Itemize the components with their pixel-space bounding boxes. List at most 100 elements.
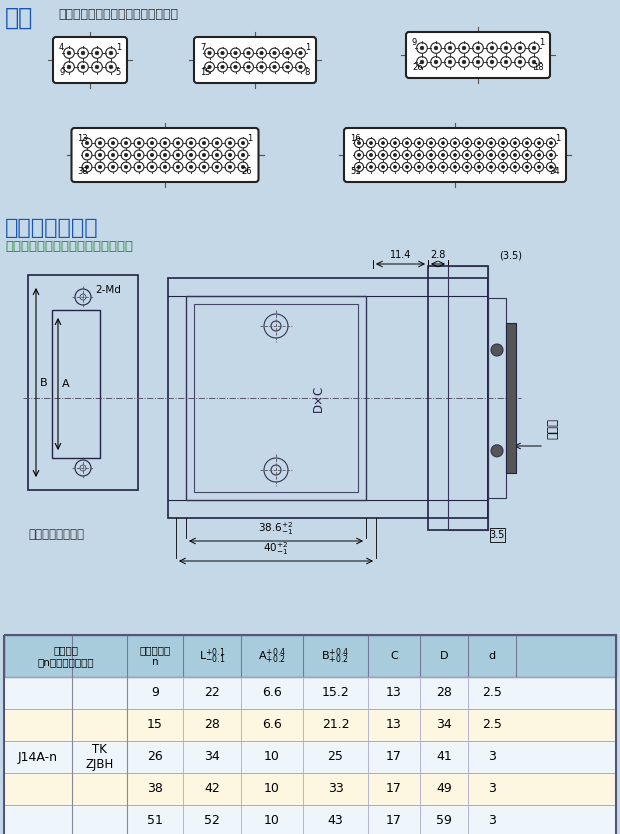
Circle shape xyxy=(208,52,211,55)
Circle shape xyxy=(355,150,363,159)
Circle shape xyxy=(498,150,508,159)
Circle shape xyxy=(86,165,89,168)
Text: 外形及安装尺寸: 外形及安装尺寸 xyxy=(5,218,99,238)
Circle shape xyxy=(82,162,92,172)
Circle shape xyxy=(466,165,469,168)
Circle shape xyxy=(489,165,492,168)
Circle shape xyxy=(270,62,280,72)
Circle shape xyxy=(441,142,445,144)
Circle shape xyxy=(238,150,248,160)
Circle shape xyxy=(534,150,544,159)
Circle shape xyxy=(355,138,363,148)
Circle shape xyxy=(78,62,88,73)
Circle shape xyxy=(86,141,89,144)
Circle shape xyxy=(358,142,361,144)
Text: D×C: D×C xyxy=(311,384,324,412)
Circle shape xyxy=(463,163,472,172)
Circle shape xyxy=(504,60,508,64)
Circle shape xyxy=(109,65,113,69)
Circle shape xyxy=(487,163,495,172)
Circle shape xyxy=(491,344,503,356)
Text: 7: 7 xyxy=(200,43,205,52)
Text: 1: 1 xyxy=(305,43,310,52)
Text: 51: 51 xyxy=(350,167,360,176)
Circle shape xyxy=(218,48,228,58)
Circle shape xyxy=(247,52,250,55)
Circle shape xyxy=(82,138,92,148)
Circle shape xyxy=(405,153,409,157)
Bar xyxy=(490,528,505,542)
Circle shape xyxy=(176,165,180,168)
Circle shape xyxy=(286,65,289,68)
Circle shape xyxy=(273,65,276,68)
Circle shape xyxy=(474,163,484,172)
Circle shape xyxy=(134,162,144,172)
Text: D: D xyxy=(440,651,448,661)
Circle shape xyxy=(215,141,219,144)
Circle shape xyxy=(546,163,556,172)
Circle shape xyxy=(150,165,154,168)
Bar xyxy=(428,266,488,530)
Circle shape xyxy=(121,150,131,160)
Text: 52: 52 xyxy=(204,815,220,827)
Circle shape xyxy=(124,165,128,168)
Circle shape xyxy=(173,138,183,148)
Circle shape xyxy=(366,138,376,148)
Text: A: A xyxy=(62,379,69,389)
Text: 6.6: 6.6 xyxy=(262,719,282,731)
Circle shape xyxy=(370,165,373,168)
Text: 接触件数目
n: 接触件数目 n xyxy=(140,646,170,667)
Text: 28: 28 xyxy=(204,719,220,731)
Circle shape xyxy=(95,150,105,160)
Circle shape xyxy=(538,153,541,157)
Circle shape xyxy=(231,62,241,72)
Circle shape xyxy=(427,163,436,172)
Bar xyxy=(194,304,358,492)
Circle shape xyxy=(420,60,424,64)
Text: C: C xyxy=(390,651,398,661)
Circle shape xyxy=(502,142,505,144)
Circle shape xyxy=(176,141,180,144)
Circle shape xyxy=(448,60,452,64)
FancyBboxPatch shape xyxy=(71,128,259,182)
Circle shape xyxy=(163,165,167,168)
Circle shape xyxy=(121,138,131,148)
Circle shape xyxy=(427,150,436,159)
Circle shape xyxy=(228,165,232,168)
Circle shape xyxy=(476,60,480,64)
Circle shape xyxy=(283,62,293,72)
Bar xyxy=(4,677,616,709)
FancyBboxPatch shape xyxy=(406,32,550,78)
Circle shape xyxy=(538,142,541,144)
Circle shape xyxy=(453,165,456,168)
Circle shape xyxy=(241,141,245,144)
Circle shape xyxy=(451,163,459,172)
Text: 11.4: 11.4 xyxy=(391,250,412,260)
Circle shape xyxy=(212,138,222,148)
Circle shape xyxy=(532,46,536,50)
Text: 34: 34 xyxy=(436,719,452,731)
Circle shape xyxy=(105,62,117,73)
Bar xyxy=(488,298,506,498)
Circle shape xyxy=(518,46,522,50)
Circle shape xyxy=(477,142,481,144)
Bar xyxy=(186,296,366,500)
Circle shape xyxy=(105,48,117,58)
Circle shape xyxy=(402,138,412,148)
Circle shape xyxy=(64,48,74,58)
Circle shape xyxy=(474,138,484,148)
Circle shape xyxy=(513,142,516,144)
Bar xyxy=(448,266,488,530)
Circle shape xyxy=(95,138,105,148)
Bar xyxy=(4,635,616,834)
Circle shape xyxy=(257,48,267,58)
Circle shape xyxy=(451,138,459,148)
Text: 22: 22 xyxy=(204,686,220,700)
Circle shape xyxy=(92,48,102,58)
Text: (3.5): (3.5) xyxy=(500,250,523,260)
Circle shape xyxy=(202,153,206,157)
Text: 10: 10 xyxy=(264,751,280,763)
Text: 17: 17 xyxy=(386,782,402,796)
Circle shape xyxy=(108,162,118,172)
Circle shape xyxy=(137,141,141,144)
